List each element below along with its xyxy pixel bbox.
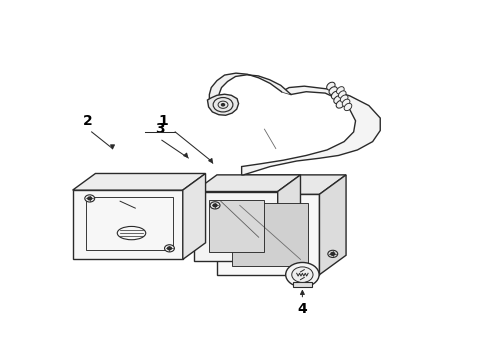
Polygon shape (209, 73, 291, 100)
Polygon shape (217, 194, 319, 275)
Text: 3: 3 (155, 122, 165, 136)
Circle shape (88, 197, 92, 200)
Text: 1: 1 (159, 114, 169, 128)
Polygon shape (232, 203, 308, 266)
Circle shape (168, 247, 172, 250)
Polygon shape (86, 197, 173, 250)
Circle shape (292, 267, 313, 283)
Ellipse shape (344, 103, 352, 111)
Ellipse shape (342, 99, 350, 107)
Circle shape (331, 252, 335, 255)
Ellipse shape (331, 91, 340, 99)
Circle shape (221, 104, 224, 106)
Circle shape (165, 245, 174, 252)
Polygon shape (293, 283, 312, 287)
Polygon shape (73, 190, 183, 260)
Polygon shape (73, 174, 206, 190)
Polygon shape (194, 192, 278, 261)
Ellipse shape (327, 82, 335, 90)
Polygon shape (278, 175, 300, 261)
Ellipse shape (334, 96, 342, 104)
Ellipse shape (329, 87, 338, 95)
Polygon shape (319, 175, 346, 275)
Text: 4: 4 (297, 302, 307, 316)
Ellipse shape (341, 95, 348, 102)
Polygon shape (194, 175, 300, 192)
Ellipse shape (339, 91, 346, 98)
Circle shape (286, 262, 319, 287)
Circle shape (328, 250, 338, 257)
Circle shape (210, 202, 220, 209)
Polygon shape (207, 94, 239, 115)
Polygon shape (183, 174, 206, 260)
Ellipse shape (117, 226, 146, 240)
Polygon shape (242, 86, 380, 175)
Polygon shape (217, 175, 346, 194)
Text: 2: 2 (83, 114, 93, 128)
Circle shape (213, 204, 217, 207)
Ellipse shape (337, 87, 344, 94)
Polygon shape (209, 200, 265, 252)
Circle shape (85, 195, 95, 202)
Ellipse shape (336, 100, 344, 108)
